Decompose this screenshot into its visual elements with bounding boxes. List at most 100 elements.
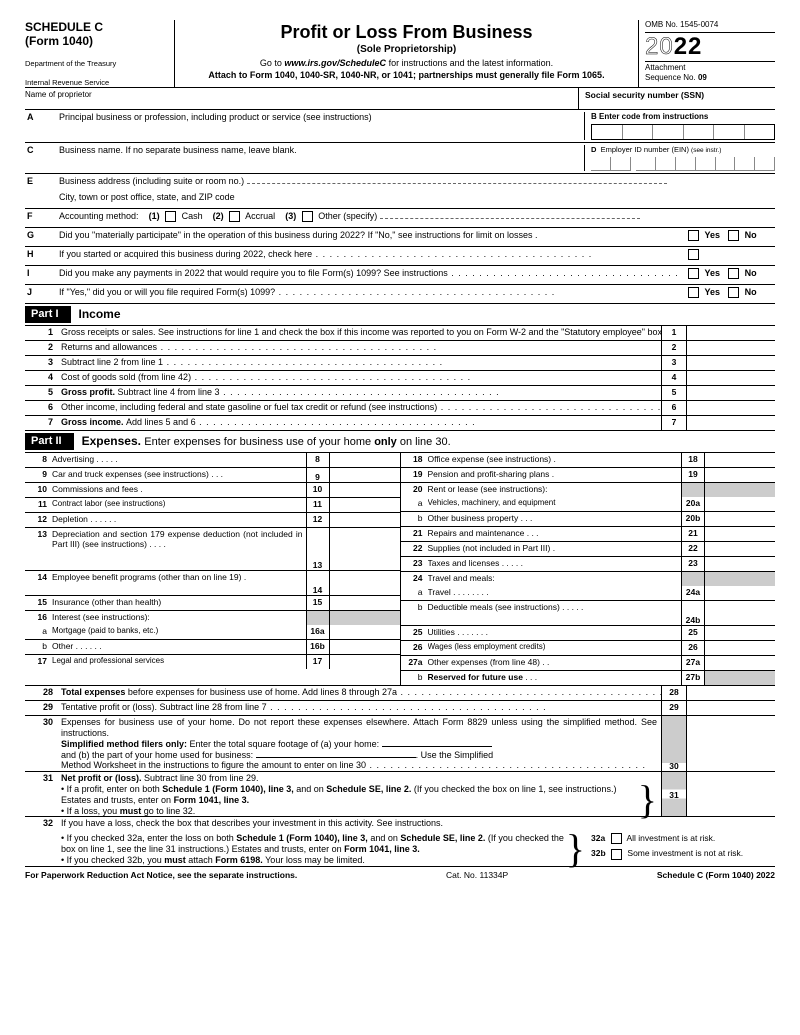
line8-amount[interactable]: [330, 453, 400, 467]
line-31: 31 Net profit or (loss). Subtract line 3…: [25, 772, 775, 817]
line9-amount[interactable]: [330, 468, 400, 482]
line24a-amount[interactable]: [705, 586, 775, 600]
other-checkbox[interactable]: [302, 211, 313, 222]
line28-amount[interactable]: [687, 686, 775, 700]
line27a-amount[interactable]: [705, 656, 775, 670]
line3-amount[interactable]: [687, 356, 775, 370]
line14-amount[interactable]: [330, 571, 400, 595]
line6-amount[interactable]: [687, 401, 775, 415]
attach-line: Attach to Form 1040, 1040-SR, 1040-NR, o…: [181, 70, 632, 81]
line-28: 28Total expenses before expenses for bus…: [25, 686, 775, 701]
footer-mid: Cat. No. 11334P: [446, 870, 508, 880]
income-line-6: 6Other income, including federal and sta…: [25, 401, 775, 416]
ein-input[interactable]: [591, 157, 775, 171]
attachment-seq: Attachment Sequence No. 09: [645, 61, 775, 82]
line31-amount[interactable]: [687, 772, 775, 816]
schedule-label: SCHEDULE C: [25, 20, 170, 34]
line-a: A Principal business or profession, incl…: [25, 110, 775, 143]
line2-amount[interactable]: [687, 341, 775, 355]
line4-amount[interactable]: [687, 371, 775, 385]
proprietor-name-label: Name of proprietor: [25, 88, 578, 110]
line20a-amount[interactable]: [705, 497, 775, 511]
32b-checkbox[interactable]: [611, 849, 622, 860]
home-sqft-input[interactable]: [382, 746, 492, 747]
line15-amount[interactable]: [330, 596, 400, 610]
expenses-left-col: 8Advertising . . . . .8 9Car and truck e…: [25, 453, 400, 685]
tax-year: 2022: [645, 33, 775, 62]
line24b-amount[interactable]: [705, 601, 775, 625]
h-checkbox[interactable]: [688, 249, 699, 260]
line18-amount[interactable]: [705, 453, 775, 467]
line-g: G Did you "materially participate" in th…: [25, 228, 775, 247]
header-right: OMB No. 1545-0074 2022 Attachment Sequen…: [638, 20, 775, 87]
header-title-block: Profit or Loss From Business (Sole Propr…: [175, 20, 638, 87]
irs-label: Internal Revenue Service: [25, 78, 170, 87]
part1-header: Part I Income: [25, 303, 775, 326]
g-no-checkbox[interactable]: [728, 230, 739, 241]
business-sqft-input[interactable]: [256, 757, 416, 758]
part2-header: Part II Expenses. Enter expenses for bus…: [25, 430, 775, 453]
line-j: J If "Yes," did you or will you file req…: [25, 285, 775, 303]
i-yes-checkbox[interactable]: [688, 268, 699, 279]
address-input[interactable]: [247, 183, 667, 184]
j-no-checkbox[interactable]: [728, 287, 739, 298]
income-line-5: 5Gross profit. Subtract line 4 from line…: [25, 386, 775, 401]
footer: For Paperwork Reduction Act Notice, see …: [25, 866, 775, 880]
income-line-1: 1 Gross receipts or sales. See instructi…: [25, 326, 775, 341]
expenses-right-col: 18Office expense (see instructions) .18 …: [400, 453, 776, 685]
line-h: H If you started or acquired this busine…: [25, 247, 775, 266]
accrual-checkbox[interactable]: [229, 211, 240, 222]
income-line-2: 2Returns and allowances 2: [25, 341, 775, 356]
line22-amount[interactable]: [705, 542, 775, 556]
line-i: I Did you make any payments in 2022 that…: [25, 266, 775, 285]
cash-checkbox[interactable]: [165, 211, 176, 222]
line1-amount[interactable]: [687, 326, 775, 340]
form-title: Profit or Loss From Business: [181, 22, 632, 44]
line25-amount[interactable]: [705, 626, 775, 640]
line23-amount[interactable]: [705, 557, 775, 571]
line12-amount[interactable]: [330, 513, 400, 527]
line13-amount[interactable]: [330, 528, 400, 570]
goto-line: Go to www.irs.gov/ScheduleC for instruct…: [181, 58, 632, 69]
line10-amount[interactable]: [330, 483, 400, 497]
footer-left: For Paperwork Reduction Act Notice, see …: [25, 870, 297, 880]
line-30: 30 Expenses for business use of your hom…: [25, 716, 775, 772]
income-line-7: 7Gross income. Add lines 5 and 6 7: [25, 416, 775, 430]
header-left: SCHEDULE C (Form 1040) Department of the…: [25, 20, 175, 87]
business-code-input[interactable]: [591, 124, 775, 140]
form-label: (Form 1040): [25, 34, 170, 48]
brace-icon: }: [638, 788, 657, 812]
form-subtitle: (Sole Proprietorship): [181, 44, 632, 56]
line16b-amount[interactable]: [330, 640, 400, 654]
omb-number: OMB No. 1545-0074: [645, 20, 775, 33]
line19-amount[interactable]: [705, 468, 775, 482]
form-header: SCHEDULE C (Form 1040) Department of the…: [25, 20, 775, 88]
other-specify-input[interactable]: [380, 218, 640, 219]
line7-amount[interactable]: [687, 416, 775, 430]
footer-right: Schedule C (Form 1040) 2022: [657, 870, 775, 880]
line-e1: E Business address (including suite or r…: [25, 174, 775, 190]
line11-amount[interactable]: [330, 498, 400, 512]
32a-checkbox[interactable]: [611, 833, 622, 844]
line30-amount[interactable]: [687, 716, 775, 771]
line17-amount[interactable]: [330, 655, 400, 669]
ssn-label: Social security number (SSN): [578, 88, 775, 110]
line-e2: City, town or post office, state, and ZI…: [25, 190, 775, 209]
line29-amount[interactable]: [687, 701, 775, 715]
line-c: C Business name. If no separate business…: [25, 143, 775, 174]
line-b-codebox: B Enter code from instructions: [584, 112, 775, 140]
line20b-amount[interactable]: [705, 512, 775, 526]
line16a-amount[interactable]: [330, 625, 400, 639]
line-d-einbox: D Employer ID number (EIN) (see instr.): [584, 145, 775, 171]
line-29: 29Tentative profit or (loss). Subtract l…: [25, 701, 775, 716]
expenses-grid: 8Advertising . . . . .8 9Car and truck e…: [25, 453, 775, 686]
line-32: 32 If you have a loss, check the box tha…: [25, 817, 775, 865]
g-yes-checkbox[interactable]: [688, 230, 699, 241]
i-no-checkbox[interactable]: [728, 268, 739, 279]
line26-amount[interactable]: [705, 641, 775, 655]
j-yes-checkbox[interactable]: [688, 287, 699, 298]
line5-amount[interactable]: [687, 386, 775, 400]
name-row: Name of proprietor Social security numbe…: [25, 88, 775, 111]
dept-label: Department of the Treasury: [25, 59, 170, 68]
line21-amount[interactable]: [705, 527, 775, 541]
